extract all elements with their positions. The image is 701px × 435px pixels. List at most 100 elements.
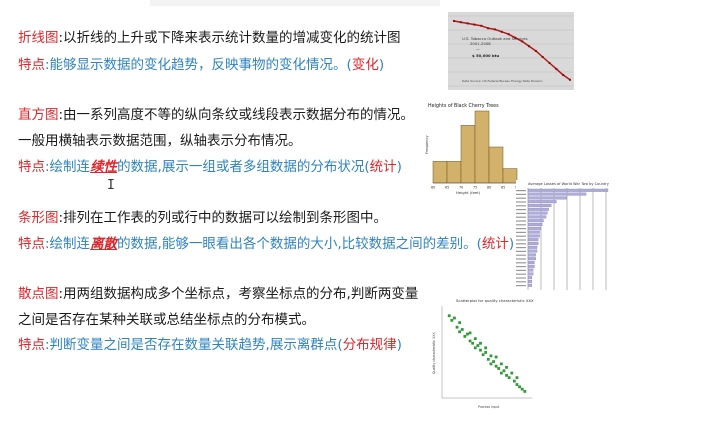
scatter-point [476, 344, 480, 347]
line-point [569, 78, 571, 81]
histogram-tick-label: 60 [431, 186, 435, 190]
scatter-thumbnail: Scatterplot for quality characteristic X… [430, 296, 536, 412]
bar-chart-grid [527, 188, 607, 290]
histogram-bar [460, 125, 476, 184]
scatter-point [512, 379, 516, 383]
histogram-feature-b: 的数据,展示一组或者多组数据的分布状况( [117, 159, 370, 175]
line-chart-definition: 折线图:以折线的上升或下降来表示统计数量的增减变化的统计图 [18, 29, 401, 48]
scatter-point [502, 369, 506, 373]
bar-row-label [516, 277, 526, 279]
histogram-definition-2: 一般用横轴表示数据范围，纵轴表示分布情况。 [18, 132, 302, 151]
bar-row [527, 192, 587, 196]
line-chart-svg: U.S. Tobacco Outlook and Services 2001-2… [448, 12, 574, 90]
bar-row [527, 204, 552, 207]
line-chart-desc: :以折线的上升或下降来表示统计数量的增减变化的统计图 [58, 30, 401, 46]
scatter-feature-end: ) [396, 337, 402, 353]
scatter-point [489, 362, 493, 366]
bar-row [527, 261, 535, 264]
bar-chart-svg: Average Losses of World War Two by Count… [516, 182, 610, 290]
bar-row-label [516, 266, 526, 268]
line-point [466, 22, 469, 25]
histogram-bar [488, 146, 504, 184]
scatter-point [492, 360, 495, 363]
scatter-point [466, 332, 469, 336]
scatter-point [507, 376, 511, 380]
bar-row [527, 245, 538, 249]
bar-row [527, 223, 543, 226]
bar-row-label [516, 209, 526, 211]
bar-chart-bars [516, 188, 609, 287]
histogram-tick-label: 75 [473, 186, 477, 190]
bar-row [527, 200, 557, 204]
bar-row [527, 234, 540, 238]
scatter-feature: 特点:判断变量之间是否存在数量关联趋势,展示离群点(分布规律) [18, 336, 402, 355]
bar-row-label [516, 235, 526, 237]
scatter-ylabel: Quality characteristic XXX [432, 332, 436, 374]
bar-row [527, 276, 533, 280]
scatter-term: 散点图 [18, 286, 59, 302]
bar-chart-feature-a: :绘制连 [45, 236, 91, 252]
scatter-point [499, 362, 503, 366]
line-point [528, 45, 531, 48]
histogram-bars [432, 110, 518, 184]
scatter-point [453, 316, 456, 320]
scatter-point [518, 385, 521, 389]
feature-label: 特点 [18, 57, 45, 73]
bar-chart-feature-emphasis: 离散 [90, 236, 118, 252]
bar-chart-feature: 特点:绘制连离散的数据,能够一眼看出各个数据的大小,比较数据之间的差别。(统计) [18, 235, 514, 254]
bar-row [527, 238, 539, 242]
scatter-svg: Scatterplot for quality characteristic X… [432, 298, 534, 409]
bar-chart-desc: :排列在工作表的列或行中的数据可以绘制到条形图中。 [58, 210, 388, 226]
scatter-point [450, 318, 454, 322]
bar-row [527, 272, 534, 276]
histogram-tick-label: 65 [445, 186, 449, 190]
scatter-feature-text: :判断变量之间是否存在数量关联趋势,展示离群点( [45, 337, 343, 353]
scatter-desc: :用两组数据构成多个坐标点，考察坐标点的分布,判断两变量 [58, 286, 419, 302]
line-annot-1: 2001-2008 [470, 41, 491, 46]
line-chart-feature-end: ) [378, 57, 385, 73]
bar-row [527, 242, 539, 245]
bar-row-label [516, 201, 526, 203]
scatter-point [489, 354, 493, 358]
line-chart-footer: Data Source: US Federal Bureau Energy Da… [462, 79, 543, 83]
line-point [555, 68, 558, 70]
bar-row [527, 226, 542, 230]
scatter-point [479, 348, 482, 352]
scatter-point [455, 325, 459, 329]
line-point [500, 30, 503, 33]
scatter-point [494, 364, 498, 368]
line-point [453, 20, 455, 22]
scatter-point [458, 321, 462, 325]
bar-row-label [516, 254, 526, 256]
line-series [453, 20, 571, 81]
scatter-point [468, 331, 472, 335]
line-chart-thumbnail: U.S. Tobacco Outlook and Services 2001-2… [448, 12, 574, 90]
bar-row [527, 230, 540, 234]
line-point [507, 33, 510, 36]
histogram-tick-label: 85 [501, 186, 505, 190]
bar-row-label [516, 273, 526, 275]
bar-chart-thumbnail: Average Losses of World War Two by Count… [516, 180, 612, 292]
histogram-bar [446, 161, 462, 184]
line-chart-feature: 特点:能够显示数据的变化趋势，反映事物的变化情况。(变化) [18, 56, 384, 75]
scatter-point [463, 334, 467, 338]
histogram-bar [502, 168, 518, 184]
histogram-title: Heights of Black Cherry Trees [428, 103, 499, 109]
feature-label: 特点 [18, 236, 45, 252]
scatter-point [505, 365, 508, 369]
feature-label: 特点 [18, 159, 45, 175]
bar-row-label [516, 281, 526, 283]
line-point [493, 28, 496, 31]
histogram-tick-label: 70 [459, 186, 463, 190]
scatter-point [510, 371, 514, 375]
bar-row-label [516, 212, 526, 214]
histogram-feature-a: :绘制连 [45, 159, 91, 175]
bar-chart-definition: 条形图:排列在工作表的列或行中的数据可以绘制到条形图中。 [18, 209, 387, 228]
scatter-points [447, 314, 527, 393]
scatter-point [460, 328, 464, 331]
histogram-feature-end: ) [396, 159, 402, 175]
bar-row-label [516, 197, 526, 199]
bar-chart-feature-key: 统计 [481, 236, 509, 252]
scatter-feature-key: 分布规律 [342, 337, 397, 353]
histogram-desc: :由一系列高度不等的纵向条纹或线段表示数据分布的情况。 [58, 107, 415, 123]
